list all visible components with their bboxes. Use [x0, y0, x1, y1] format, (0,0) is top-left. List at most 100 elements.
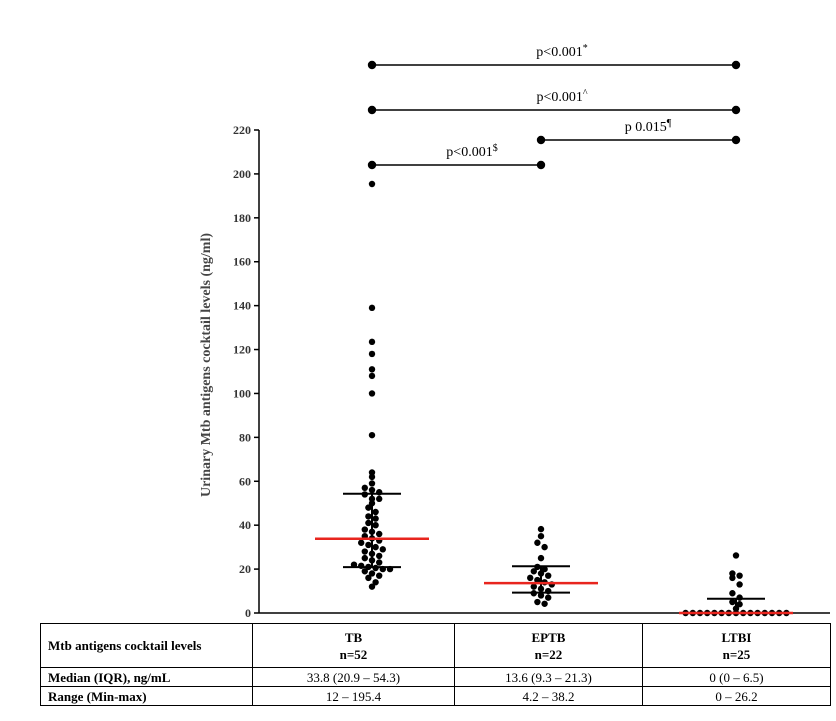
p-value-label: p<0.001$ — [446, 143, 497, 160]
data-point — [358, 539, 365, 546]
data-point — [368, 180, 376, 188]
data-point — [729, 590, 736, 597]
data-point — [361, 526, 368, 533]
table-header-label: Mtb antigens cocktail levels — [40, 623, 253, 668]
comparison-endpoint — [731, 60, 741, 70]
data-point — [736, 581, 743, 588]
data-point — [729, 570, 736, 577]
y-tick-label: 120 — [233, 343, 251, 357]
data-point — [368, 473, 376, 481]
data-point — [368, 350, 376, 358]
table-header-tb: TB n=52 — [252, 623, 455, 668]
group-n: n=25 — [722, 646, 751, 662]
data-point — [368, 583, 376, 590]
data-point — [534, 576, 541, 584]
data-point — [361, 548, 368, 555]
data-point — [545, 572, 552, 579]
data-point — [372, 521, 379, 529]
comparison-endpoint — [367, 105, 377, 115]
data-point — [729, 598, 736, 606]
table-cell: 0 (0 – 6.5) — [642, 667, 831, 687]
data-point — [732, 552, 740, 559]
table-header-eptb: EPTB n=22 — [454, 623, 643, 668]
row-label: Median (IQR), ng/mL — [40, 667, 253, 687]
y-axis-label: Urinary Mtb antigens cocktail levels (ng… — [199, 233, 214, 497]
table-row: Median (IQR), ng/mL 33.8 (20.9 – 54.3) 1… — [40, 667, 831, 687]
data-point — [379, 546, 386, 553]
data-point — [365, 541, 372, 549]
group-n: n=22 — [534, 646, 563, 662]
y-tick-label: 0 — [245, 606, 251, 620]
comparison-endpoint — [367, 160, 377, 170]
y-tick-label: 160 — [233, 255, 251, 269]
y-tick-label: 40 — [239, 518, 251, 532]
table-cell: 12 – 195.4 — [252, 686, 455, 706]
data-point — [372, 515, 379, 522]
data-point — [537, 532, 545, 540]
data-point — [736, 594, 743, 601]
table-header-row: Mtb antigens cocktail levels TB n=52 EPT… — [40, 623, 831, 668]
data-point — [368, 390, 376, 397]
data-point — [736, 601, 743, 608]
data-point — [376, 559, 383, 566]
data-point — [376, 495, 383, 503]
comparison-endpoint — [367, 60, 377, 70]
data-point — [368, 570, 376, 577]
p-value-label: p<0.001* — [536, 43, 587, 60]
data-point — [545, 594, 552, 601]
comparison-endpoint — [731, 135, 741, 145]
data-point — [541, 543, 548, 551]
data-point — [537, 554, 545, 562]
p-value-label: p<0.001^ — [536, 88, 587, 105]
data-point — [365, 574, 372, 582]
data-point — [372, 508, 379, 516]
y-tick-label: 220 — [233, 123, 251, 137]
data-point — [736, 572, 743, 579]
comparison-endpoint — [536, 135, 546, 145]
data-point — [376, 552, 383, 560]
data-point — [376, 530, 383, 538]
data-point — [530, 568, 537, 575]
table-row: Range (Min-max) 12 – 195.4 4.2 – 38.2 0 … — [40, 686, 831, 706]
data-point — [368, 372, 376, 380]
table-cell: 33.8 (20.9 – 54.3) — [252, 667, 455, 687]
comparison-endpoint — [536, 160, 546, 170]
y-tick-label: 60 — [239, 474, 251, 488]
group-name: TB — [344, 629, 363, 645]
data-point — [372, 543, 379, 551]
data-point — [534, 539, 541, 546]
table-cell: 13.6 (9.3 – 21.3) — [454, 667, 643, 687]
data-point — [361, 568, 368, 575]
data-point — [537, 525, 545, 533]
data-point — [527, 574, 534, 582]
y-tick-label: 180 — [233, 211, 251, 225]
data-point — [368, 469, 376, 476]
data-point — [368, 304, 376, 312]
data-point — [368, 338, 376, 346]
median-iqr-markers — [315, 492, 793, 615]
table-cell: 0 – 26.2 — [642, 686, 831, 706]
y-tick-label: 100 — [233, 386, 251, 400]
group-name: EPTB — [531, 629, 566, 645]
data-point — [541, 565, 548, 573]
group-name: LTBI — [721, 629, 752, 645]
data-point — [368, 366, 376, 373]
data-point — [365, 513, 372, 520]
comparison-brackets: p<0.001* p<0.001^ p 0.015¶ p<0.001$ — [367, 43, 741, 170]
y-axis: 0 20 40 60 80 100 120 140 160 180 200 220 — [233, 123, 830, 620]
data-point — [372, 579, 379, 586]
data-point — [361, 484, 368, 492]
data-point — [729, 574, 736, 582]
data-point — [365, 504, 372, 511]
table-header-ltbi: LTBI n=25 — [642, 623, 831, 668]
data-point — [368, 480, 376, 487]
y-tick-label: 80 — [239, 430, 251, 444]
data-point — [530, 583, 537, 590]
data-point — [368, 486, 376, 494]
data-point — [537, 592, 545, 599]
p-value-label: p 0.015¶ — [625, 118, 672, 135]
data-point — [541, 600, 548, 607]
summary-table: Mtb antigens cocktail levels TB n=52 EPT… — [40, 623, 831, 706]
y-tick-label: 20 — [239, 562, 251, 576]
